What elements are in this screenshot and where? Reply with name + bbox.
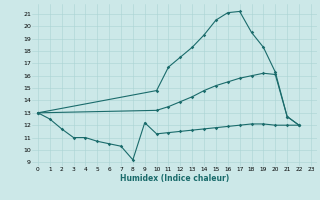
X-axis label: Humidex (Indice chaleur): Humidex (Indice chaleur) xyxy=(120,173,229,182)
